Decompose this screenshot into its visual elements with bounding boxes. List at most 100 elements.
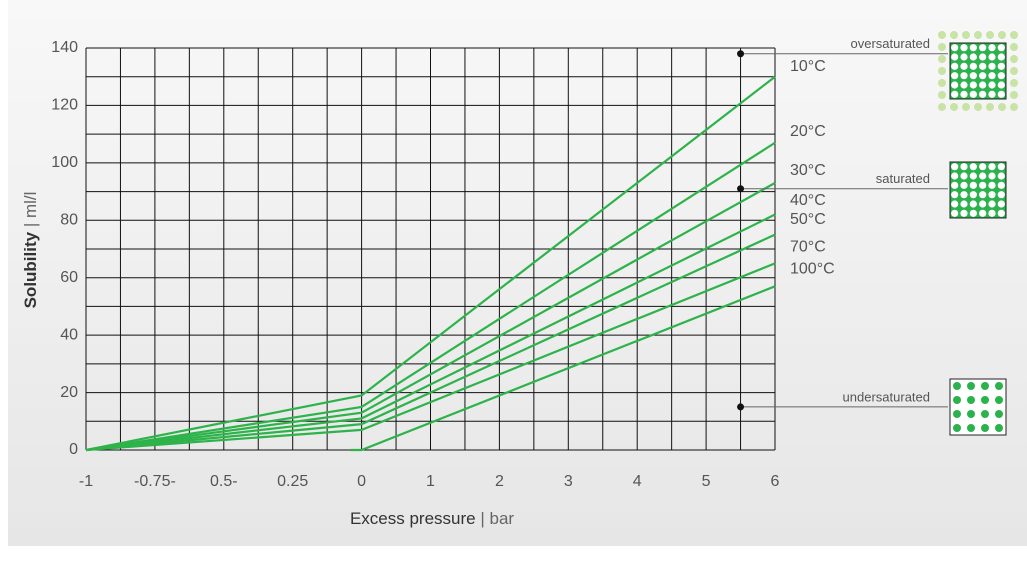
icon-dot xyxy=(986,31,994,39)
icon-dot xyxy=(938,31,946,39)
icon-dot xyxy=(979,63,986,70)
icon-dot xyxy=(979,210,986,217)
icon-dot xyxy=(988,72,995,79)
x-label-unit: | bar xyxy=(480,509,514,528)
icon-dot xyxy=(960,200,967,207)
x-tick-label: 4 xyxy=(633,473,642,490)
icon-dot xyxy=(988,191,995,198)
icon-dot xyxy=(951,81,958,88)
icon-dot xyxy=(988,44,995,51)
icon-dot xyxy=(960,91,967,98)
icon-box xyxy=(950,162,1006,218)
icon-dot xyxy=(998,91,1005,98)
icon-dot xyxy=(974,31,982,39)
y-tick-label: 140 xyxy=(51,39,78,56)
icon-dot xyxy=(974,103,982,111)
icon-dot xyxy=(998,31,1006,39)
icon-dot xyxy=(970,182,977,189)
icon-dot xyxy=(970,91,977,98)
icon-dot xyxy=(953,410,961,418)
icon-dot xyxy=(988,163,995,170)
icon-dot xyxy=(979,172,986,179)
icon-dot xyxy=(970,81,977,88)
x-tick-label: 5 xyxy=(702,473,711,490)
icon-dot xyxy=(960,191,967,198)
icon-dot xyxy=(979,200,986,207)
y-tick-label: 80 xyxy=(60,212,78,229)
icon-dot xyxy=(1010,43,1018,51)
icon-dot xyxy=(953,424,961,432)
icon-dot xyxy=(951,53,958,60)
page: Excess pressure | bar Solubility | ml/l … xyxy=(0,0,1027,577)
icon-dot xyxy=(960,44,967,51)
annotation-dot xyxy=(737,50,744,57)
icon-dot xyxy=(998,72,1005,79)
icon-dot xyxy=(981,382,989,390)
x-axis-label: Excess pressure | bar xyxy=(350,509,514,528)
icon-dot xyxy=(951,182,958,189)
icon-dot xyxy=(979,182,986,189)
x-tick-label: 3 xyxy=(564,473,573,490)
icon-dot xyxy=(960,81,967,88)
y-axis-label: Solubility | ml/l xyxy=(21,192,40,309)
y-tick-label: 120 xyxy=(51,97,78,114)
icon-dot xyxy=(960,53,967,60)
icon-dot xyxy=(951,172,958,179)
icon-dot xyxy=(960,163,967,170)
series-label: 100°C xyxy=(790,260,835,277)
icon-dot xyxy=(970,53,977,60)
icon-dot xyxy=(988,200,995,207)
x-tick-label: -1 xyxy=(79,473,93,490)
icon-dot xyxy=(998,81,1005,88)
x-tick-label: 0.5- xyxy=(210,473,238,490)
icon-dot xyxy=(995,396,1003,404)
icon-dot xyxy=(960,172,967,179)
chart: Excess pressure | bar Solubility | ml/l … xyxy=(0,0,1027,572)
icon-dot xyxy=(953,396,961,404)
icon-dot xyxy=(988,81,995,88)
x-tick-label: 1 xyxy=(426,473,435,490)
icon-dot xyxy=(951,72,958,79)
icon-dot xyxy=(962,103,970,111)
x-tick-label: 0.25 xyxy=(277,473,308,490)
icon-dot xyxy=(938,79,946,87)
icon-dot xyxy=(950,103,958,111)
y-label-unit: | ml/l xyxy=(21,192,40,228)
icon-dot xyxy=(998,103,1006,111)
icon-dot xyxy=(970,44,977,51)
icon-dot xyxy=(967,410,975,418)
x-label-main: Excess pressure xyxy=(350,509,476,528)
icon-dot xyxy=(1010,31,1018,39)
icon-dot xyxy=(979,53,986,60)
series-label: 20°C xyxy=(790,123,826,140)
icon-dot xyxy=(960,63,967,70)
y-tick-label: 100 xyxy=(51,154,78,171)
icon-dot xyxy=(998,63,1005,70)
annotation-label: saturated xyxy=(876,171,930,186)
icon-dot xyxy=(995,424,1003,432)
icon-dot xyxy=(998,182,1005,189)
icon-dot xyxy=(951,91,958,98)
icon-dot xyxy=(981,410,989,418)
annotation-label: oversaturated xyxy=(851,36,931,51)
icon-dot xyxy=(979,191,986,198)
y-label-main: Solubility xyxy=(21,231,40,308)
icon-dot xyxy=(938,67,946,75)
icon-dot xyxy=(981,424,989,432)
y-tick-label: 0 xyxy=(69,441,78,458)
series-label: 50°C xyxy=(790,211,826,228)
icon-dot xyxy=(938,91,946,99)
icon-dot xyxy=(960,210,967,217)
x-tick-label: 0 xyxy=(357,473,366,490)
icon-dot xyxy=(970,200,977,207)
icon-dot xyxy=(979,91,986,98)
icon-dot xyxy=(967,396,975,404)
icon-dot xyxy=(953,382,961,390)
icon-dot xyxy=(998,44,1005,51)
icon-dot xyxy=(988,182,995,189)
icon-dot xyxy=(970,210,977,217)
icon-dot xyxy=(951,191,958,198)
x-tick-label: 2 xyxy=(495,473,504,490)
icon-dot xyxy=(1010,79,1018,87)
icon-dot xyxy=(950,31,958,39)
